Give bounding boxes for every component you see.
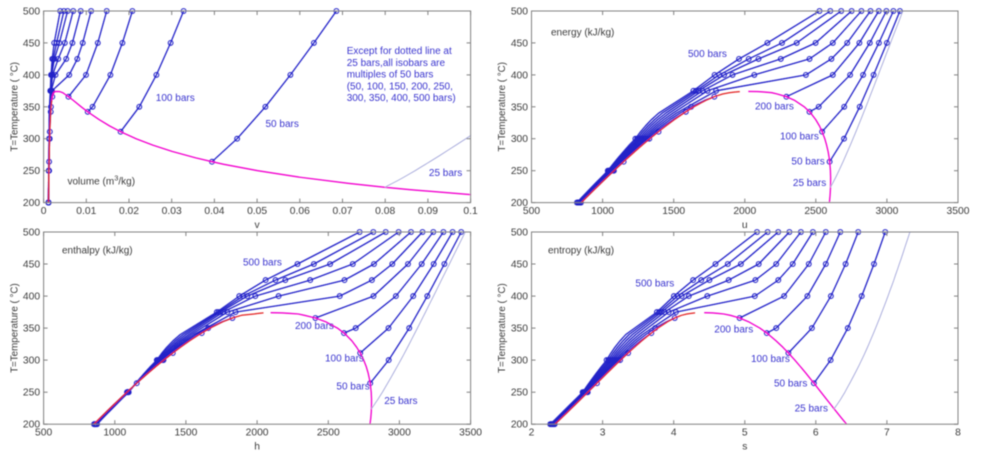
svg-text:500: 500	[35, 428, 52, 439]
svg-text:100 bars: 100 bars	[780, 132, 819, 143]
svg-text:v: v	[255, 220, 261, 231]
svg-text:u: u	[742, 220, 748, 231]
svg-text:200: 200	[511, 198, 528, 209]
svg-text:400: 400	[511, 292, 528, 303]
svg-text:450: 450	[511, 38, 528, 49]
svg-text:8: 8	[955, 428, 961, 439]
svg-text:350: 350	[23, 102, 40, 113]
svg-text:5: 5	[742, 428, 748, 439]
svg-text:25 bars: 25 bars	[429, 168, 462, 179]
svg-text:0.03: 0.03	[162, 206, 182, 217]
svg-text:entropy (kJ/kg): entropy (kJ/kg)	[548, 246, 614, 257]
svg-text:h: h	[254, 442, 260, 453]
svg-text:0.07: 0.07	[332, 206, 352, 217]
svg-text:450: 450	[511, 260, 528, 271]
svg-text:25 bars: 25 bars	[384, 396, 417, 407]
svg-text:50 bars: 50 bars	[336, 382, 369, 393]
svg-text:3000: 3000	[875, 206, 898, 217]
svg-text:500: 500	[511, 7, 528, 18]
svg-text:0.04: 0.04	[204, 206, 224, 217]
svg-text:500: 500	[23, 7, 40, 18]
svg-text:0.08: 0.08	[375, 206, 395, 217]
svg-text:50 bars: 50 bars	[266, 119, 299, 130]
svg-text:350: 350	[23, 324, 40, 335]
svg-text:400: 400	[511, 70, 528, 81]
svg-text:200: 200	[23, 420, 40, 431]
svg-text:volume (m3/kg): volume (m3/kg)	[68, 173, 136, 187]
svg-text:2: 2	[529, 428, 535, 439]
svg-text:3500: 3500	[459, 428, 482, 439]
svg-text:200 bars: 200 bars	[755, 102, 794, 113]
svg-text:1000: 1000	[591, 206, 614, 217]
svg-text:200: 200	[23, 198, 40, 209]
svg-text:s: s	[742, 442, 747, 453]
svg-text:500 bars: 500 bars	[243, 258, 282, 269]
svg-text:50 bars: 50 bars	[774, 379, 807, 390]
svg-text:2000: 2000	[733, 206, 756, 217]
svg-text:Except for dotted line at: Except for dotted line at	[347, 46, 452, 57]
svg-text:500: 500	[511, 228, 528, 239]
svg-text:1500: 1500	[662, 206, 685, 217]
svg-text:350: 350	[511, 324, 528, 335]
svg-text:450: 450	[23, 38, 40, 49]
svg-text:300: 300	[511, 356, 528, 367]
svg-text:T=Temperature ( °C): T=Temperature ( °C)	[9, 62, 20, 152]
svg-text:500 bars: 500 bars	[635, 279, 674, 290]
svg-text:100 bars: 100 bars	[325, 354, 364, 365]
svg-text:0.05: 0.05	[247, 206, 267, 217]
svg-text:4: 4	[671, 428, 677, 439]
svg-text:500: 500	[23, 228, 40, 239]
svg-text:7: 7	[884, 428, 890, 439]
svg-text:250: 250	[511, 166, 528, 177]
svg-text:0.02: 0.02	[119, 206, 139, 217]
svg-text:250: 250	[511, 388, 528, 399]
svg-text:2000: 2000	[246, 428, 269, 439]
svg-text:0.01: 0.01	[76, 206, 96, 217]
svg-text:2500: 2500	[804, 206, 827, 217]
svg-text:multiples of 50 bars: multiples of 50 bars	[347, 70, 434, 81]
svg-text:500 bars: 500 bars	[688, 49, 727, 60]
svg-text:25 bars,all isobars are: 25 bars,all isobars are	[347, 58, 446, 69]
svg-text:3: 3	[600, 428, 606, 439]
svg-text:25 bars: 25 bars	[795, 404, 828, 415]
svg-text:3000: 3000	[388, 428, 411, 439]
svg-text:300, 350, 400, 500 bars): 300, 350, 400, 500 bars)	[347, 93, 456, 104]
svg-text:1000: 1000	[103, 428, 126, 439]
svg-text:100 bars: 100 bars	[751, 354, 790, 365]
svg-text:50 bars: 50 bars	[791, 157, 824, 168]
svg-text:energy (kJ/kg): energy (kJ/kg)	[551, 28, 614, 39]
svg-text:T=Temperature ( °C): T=Temperature ( °C)	[497, 62, 508, 152]
svg-text:500: 500	[523, 206, 540, 217]
svg-text:2500: 2500	[317, 428, 340, 439]
svg-text:6: 6	[813, 428, 819, 439]
svg-text:200 bars: 200 bars	[714, 325, 753, 336]
svg-text:400: 400	[23, 292, 40, 303]
svg-text:0.06: 0.06	[290, 206, 310, 217]
svg-text:0.1: 0.1	[463, 206, 478, 217]
svg-text:T=Temperature ( °C): T=Temperature ( °C)	[9, 283, 20, 373]
svg-text:enthalpy (kJ/kg): enthalpy (kJ/kg)	[62, 246, 133, 257]
svg-text:200: 200	[511, 420, 528, 431]
svg-text:300: 300	[23, 134, 40, 145]
svg-text:(50, 100, 150, 200, 250,: (50, 100, 150, 200, 250,	[347, 81, 453, 92]
svg-text:T=Temperature ( °C): T=Temperature ( °C)	[497, 283, 508, 373]
svg-text:250: 250	[23, 388, 40, 399]
svg-text:1500: 1500	[174, 428, 197, 439]
svg-text:25 bars: 25 bars	[793, 178, 826, 189]
svg-text:300: 300	[511, 134, 528, 145]
svg-text:350: 350	[511, 102, 528, 113]
svg-text:300: 300	[23, 356, 40, 367]
svg-text:200 bars: 200 bars	[295, 321, 334, 332]
svg-text:0.09: 0.09	[418, 206, 438, 217]
svg-text:3500: 3500	[947, 206, 970, 217]
svg-text:400: 400	[23, 70, 40, 81]
svg-text:100 bars: 100 bars	[156, 93, 195, 104]
svg-text:250: 250	[23, 166, 40, 177]
svg-text:0: 0	[41, 206, 47, 217]
svg-text:450: 450	[23, 260, 40, 271]
